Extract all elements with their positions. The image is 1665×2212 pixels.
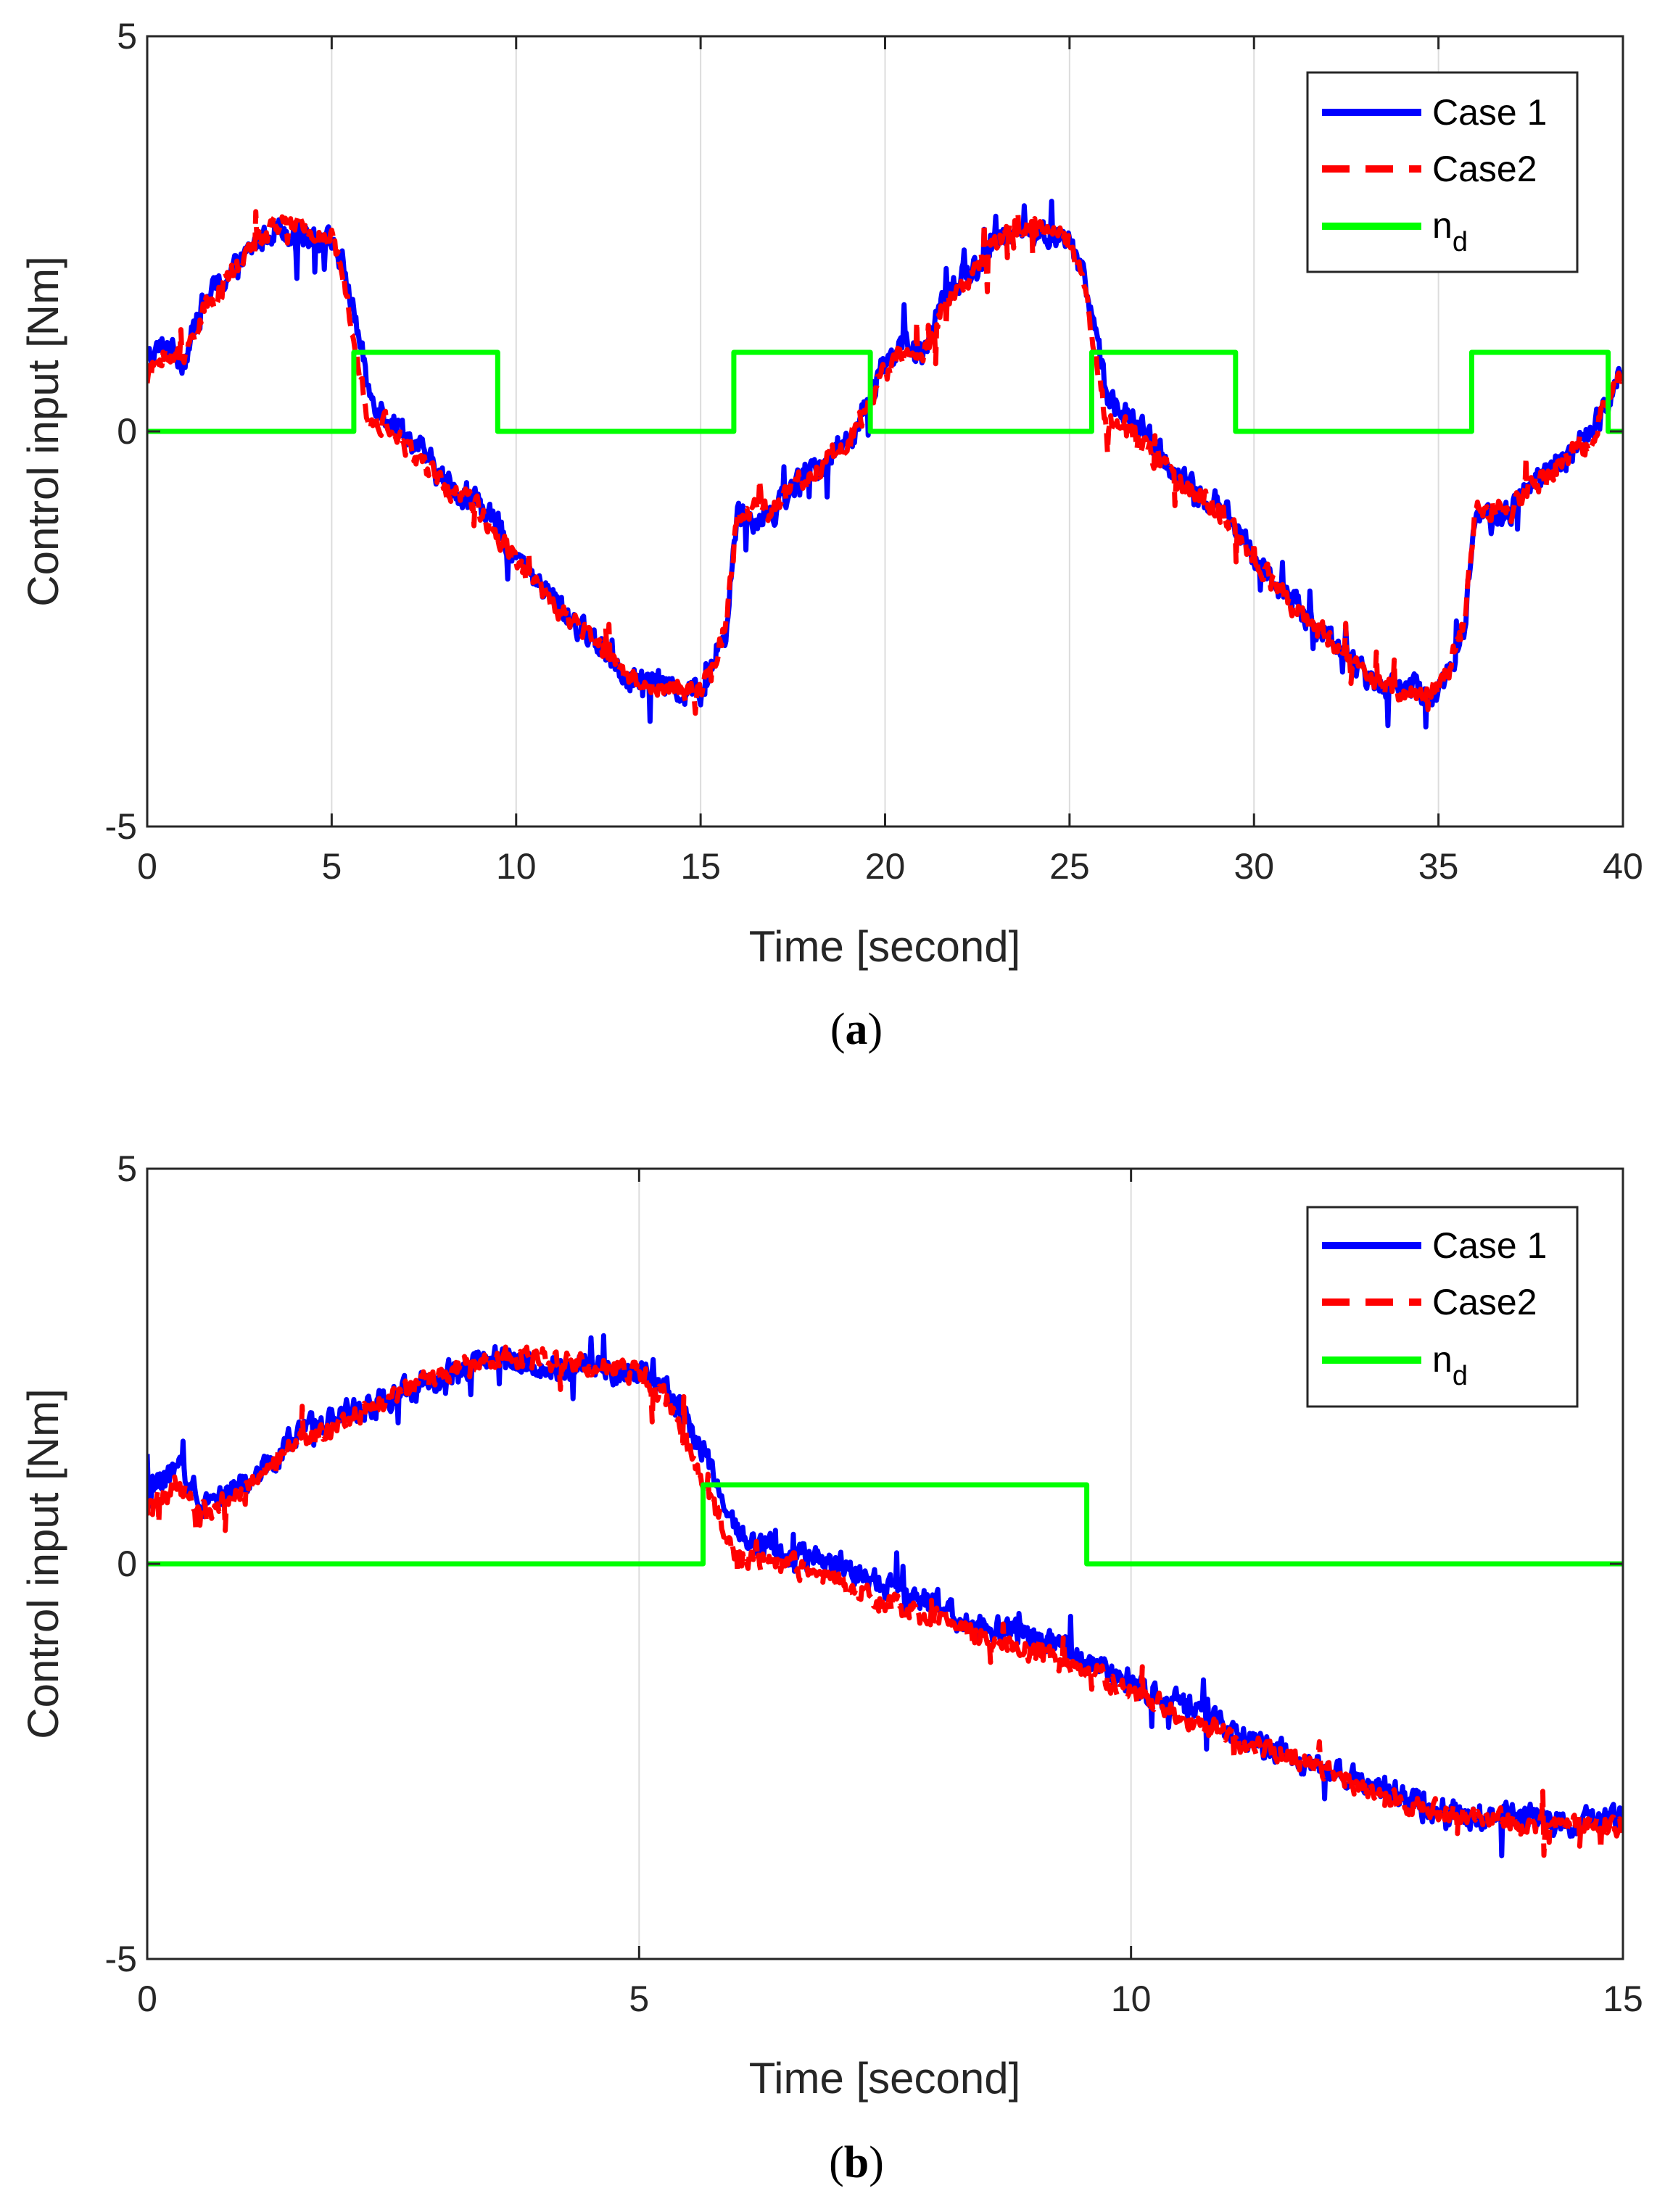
series-line-b-case2	[147, 1344, 1623, 1858]
x-tick-label-a-1: 5	[321, 846, 342, 887]
y-tick-label-b-0: -5	[105, 1939, 137, 1979]
series-line-a-n_d	[147, 349, 1623, 434]
legend-label-case2-b: Case2	[1432, 1282, 1537, 1322]
legend-b: Case 1 Case2 nd	[1306, 1206, 1579, 1408]
x-tick-label-a-3: 15	[680, 846, 721, 887]
y-tick-label-a-1: 0	[117, 411, 137, 452]
x-tick-label-b-3: 15	[1603, 1979, 1643, 2019]
legend-label-nd-a: nd	[1432, 205, 1468, 257]
panel-label-b: (b)	[829, 2138, 884, 2187]
chart-panel-b: 0 5 10 15-505 Time [second] Control input […	[19, 1148, 1643, 2187]
y-tick-label-b-2: 5	[117, 1148, 137, 1189]
x-tick-label-b-0: 0	[137, 1979, 157, 2019]
series-line-b-n_d	[147, 1482, 1623, 1567]
series-line-a-case2	[147, 209, 1623, 716]
ticks-a: 0 5 10 15 20 25 30 35 40-505	[105, 16, 1643, 887]
x-tick-label-a-0: 0	[137, 846, 157, 887]
x-tick-label-a-2: 10	[496, 846, 537, 887]
y-axis-label-b: Control input [Nm]	[19, 1388, 67, 1739]
legend-box-a	[1306, 71, 1579, 273]
x-tick-label-b-2: 10	[1111, 1979, 1152, 2019]
panel-label-a: (a)	[830, 1005, 883, 1054]
legend-label-case2-a: Case2	[1432, 149, 1537, 189]
chart-panel-a: 0 5 10 15 20 25 30 35 40-505 Time [second] Contr…	[19, 16, 1643, 1054]
legend-label-case1-b: Case 1	[1432, 1225, 1547, 1266]
x-tick-label-a-5: 25	[1049, 846, 1090, 887]
series-group-a	[147, 199, 1623, 730]
legend-label-nd-b: nd	[1432, 1339, 1468, 1391]
x-axis-label-a: Time [second]	[749, 922, 1021, 971]
x-tick-label-a-6: 30	[1234, 846, 1274, 887]
x-tick-label-b-1: 5	[629, 1979, 649, 2019]
x-tick-label-a-8: 40	[1603, 846, 1643, 887]
y-axis-label-a: Control input [Nm]	[19, 256, 67, 607]
legend-a: Case 1 Case2 nd	[1306, 71, 1579, 273]
ticks-b: 0 5 10 15-505	[105, 1148, 1643, 2019]
x-tick-label-a-7: 35	[1418, 846, 1459, 887]
x-axis-label-b: Time [second]	[749, 2054, 1021, 2103]
legend-box-b	[1306, 1206, 1579, 1408]
y-tick-label-a-0: -5	[105, 806, 137, 847]
y-tick-label-b-1: 0	[117, 1544, 137, 1584]
series-group-b	[147, 1333, 1623, 1859]
x-tick-label-a-4: 20	[865, 846, 906, 887]
y-tick-label-a-2: 5	[117, 16, 137, 57]
legend-label-case1-a: Case 1	[1432, 92, 1547, 133]
